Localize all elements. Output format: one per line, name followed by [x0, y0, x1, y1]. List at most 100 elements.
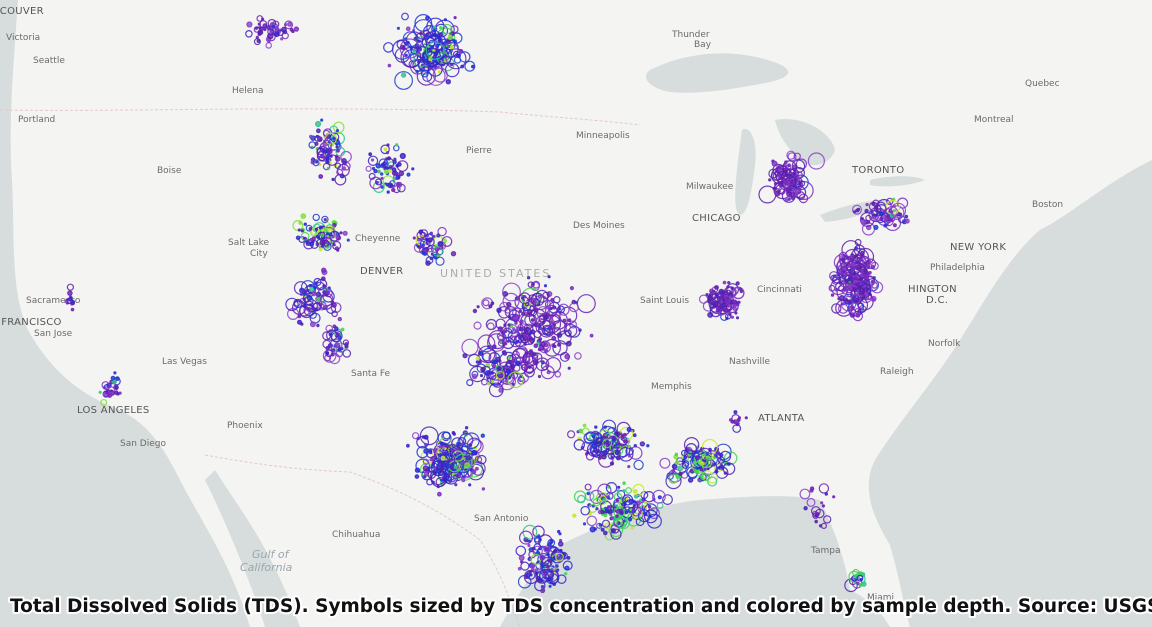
sample-point	[389, 183, 394, 188]
sample-point	[602, 438, 613, 449]
sample-point	[257, 29, 264, 36]
sample-point	[332, 121, 345, 134]
sample-point	[582, 423, 587, 428]
labels: NCOUVER Victoria Seattle Portland Boise Helen…	[0, 6, 1063, 603]
sample-point	[391, 167, 397, 172]
sample-point	[375, 178, 383, 186]
sample-point	[434, 19, 455, 40]
sample-point	[445, 48, 467, 70]
sample-points	[64, 12, 910, 594]
city-label: Victoria	[6, 33, 40, 43]
sample-point	[529, 349, 533, 353]
sample-point	[726, 309, 731, 314]
sample-point	[514, 329, 518, 333]
sample-point	[506, 354, 514, 362]
sample-point	[562, 318, 567, 323]
sample-point	[446, 46, 454, 54]
sample-point	[589, 433, 597, 441]
sample-point	[727, 281, 731, 285]
sample-point	[803, 506, 808, 511]
city-label: HINGTON	[908, 284, 957, 295]
sample-point	[626, 426, 632, 433]
sample-point	[320, 232, 325, 238]
sample-point	[540, 563, 544, 567]
sample-point	[556, 342, 562, 347]
city-label: San Antonio	[474, 514, 529, 524]
city-label: D.C.	[926, 295, 948, 306]
sample-point	[537, 534, 541, 538]
sample-point	[445, 463, 451, 469]
sample-point	[556, 305, 566, 314]
sample-point	[504, 306, 517, 319]
sample-point	[337, 347, 342, 352]
sample-point	[720, 465, 724, 470]
sample-point	[245, 29, 253, 38]
sample-point	[852, 568, 860, 577]
sample-point	[523, 569, 539, 585]
sample-point	[548, 584, 552, 588]
sample-point	[330, 329, 343, 343]
sample-point	[435, 43, 440, 49]
sample-point	[557, 541, 564, 547]
sample-point	[523, 334, 527, 338]
sample-point	[302, 304, 307, 308]
sample-point	[806, 497, 816, 507]
sample-point	[385, 151, 390, 155]
sample-point	[533, 294, 549, 311]
sample-point	[695, 450, 699, 455]
sample-point	[795, 158, 808, 170]
sample-point	[573, 439, 586, 451]
sample-point	[271, 24, 275, 28]
sample-point	[318, 247, 323, 252]
sample-point	[515, 360, 521, 367]
sample-point	[449, 45, 455, 50]
sample-point	[777, 189, 781, 194]
sample-point	[326, 166, 330, 170]
sample-point	[890, 202, 907, 219]
sample-point	[627, 465, 631, 469]
sample-point	[488, 382, 504, 398]
sample-point	[399, 152, 406, 160]
sample-point	[325, 349, 333, 358]
sample-point	[528, 331, 532, 335]
sample-point	[253, 38, 261, 46]
sample-point	[416, 46, 420, 50]
sample-point	[340, 327, 345, 332]
city-label: Las Vegas	[162, 357, 207, 367]
sample-point	[255, 35, 259, 40]
sample-point	[324, 137, 329, 142]
sample-point	[521, 311, 526, 316]
sample-point	[337, 316, 342, 322]
sample-point	[464, 462, 471, 469]
sample-point	[396, 181, 403, 188]
sample-point	[809, 486, 815, 491]
sample-point	[540, 341, 546, 347]
sample-point	[334, 173, 347, 186]
sample-point	[312, 213, 320, 222]
sample-point	[545, 312, 549, 316]
sample-point	[595, 507, 599, 511]
sample-point	[404, 53, 408, 58]
sample-point	[478, 360, 483, 364]
sample-point	[486, 333, 506, 352]
sample-point	[297, 319, 303, 325]
sample-point	[623, 433, 627, 437]
sample-point	[267, 28, 275, 36]
sample-point	[857, 285, 862, 290]
sample-point	[293, 26, 300, 32]
sample-point	[386, 190, 390, 194]
sample-point	[608, 509, 613, 514]
sample-point	[412, 236, 416, 240]
sample-point	[739, 289, 744, 294]
sample-point	[275, 25, 279, 30]
sample-point	[814, 519, 819, 524]
sample-point	[706, 472, 718, 484]
sample-point	[416, 435, 430, 449]
sample-point	[578, 328, 582, 332]
sample-point	[336, 168, 344, 176]
sample-point	[380, 176, 384, 180]
sample-point	[883, 208, 894, 218]
sample-point	[332, 324, 337, 329]
sample-point	[490, 301, 495, 306]
sample-point	[538, 537, 542, 542]
